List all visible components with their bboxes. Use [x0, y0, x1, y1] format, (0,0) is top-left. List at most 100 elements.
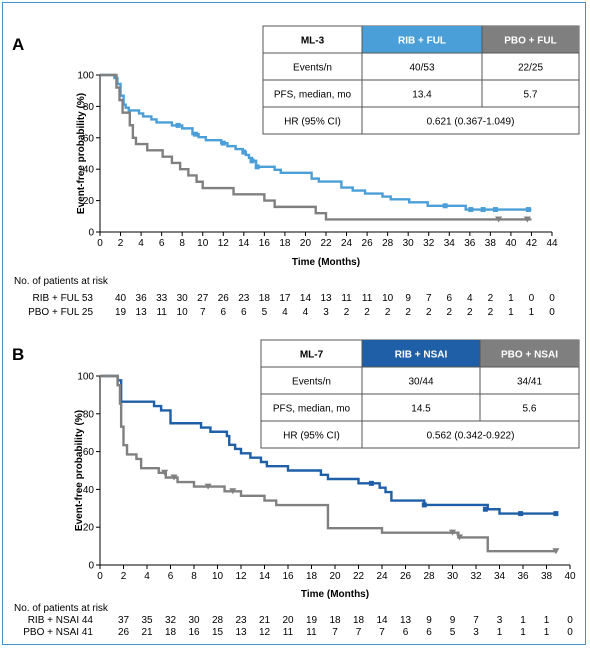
risk-row-label: PBO + FUL 25 [28, 307, 93, 318]
x-tick-label: 0 [97, 238, 103, 249]
risk-value: 1 [520, 615, 526, 626]
risk-value: 4 [467, 293, 473, 304]
x-tick-label: 26 [400, 571, 412, 582]
censor-mark [241, 149, 247, 155]
risk-value: 9 [405, 293, 411, 304]
x-tick-label: 2 [121, 571, 127, 582]
risk-value: 7 [200, 307, 206, 318]
risk-value: 18 [259, 293, 271, 304]
risk-value: 27 [197, 293, 209, 304]
risk-value: 28 [212, 615, 224, 626]
x-tick-label: 22 [320, 238, 332, 249]
table-cell-rib: 30/44 [408, 377, 433, 388]
censor-mark [442, 203, 448, 209]
x-tick-label: 6 [168, 571, 174, 582]
risk-value: 36 [136, 293, 148, 304]
x-tick-label: 24 [376, 571, 388, 582]
risk-value: 18 [165, 627, 177, 638]
risk-value: 10 [382, 293, 394, 304]
table-cell-pbo: 34/41 [517, 377, 542, 388]
table-row-label: Events/n [293, 63, 332, 74]
risk-value: 1 [508, 293, 514, 304]
risk-value: 5 [450, 627, 456, 638]
table-row-label: PFS, median, mo [273, 404, 351, 415]
risk-value: 6 [446, 293, 452, 304]
risk-value: 13 [235, 627, 247, 638]
x-tick-label: 38 [541, 571, 553, 582]
censor-mark [525, 207, 531, 213]
risk-value: 2 [405, 307, 411, 318]
x-tick-label: 36 [464, 238, 476, 249]
risk-value: 15 [212, 627, 224, 638]
risk-value: 5 [262, 307, 268, 318]
y-tick-label: 40 [83, 485, 95, 496]
risk-value: 11 [306, 627, 317, 638]
risk-value: 30 [188, 615, 200, 626]
y-tick-label: 0 [88, 561, 94, 572]
risk-value: 9 [450, 615, 456, 626]
x-tick-label: 4 [144, 571, 150, 582]
risk-value: 2 [467, 307, 473, 318]
x-tick-label: 42 [526, 238, 538, 249]
censor-mark [161, 469, 169, 476]
risk-value: 18 [353, 615, 365, 626]
x-tick-label: 26 [362, 238, 374, 249]
y-tick-label: 0 [88, 228, 94, 239]
risk-value: 6 [426, 627, 432, 638]
table-header-pbo [482, 26, 579, 53]
x-tick-label: 8 [179, 238, 185, 249]
x-tick-label: 12 [235, 571, 247, 582]
risk-value: 4 [282, 307, 288, 318]
x-tick-label: 12 [218, 238, 230, 249]
x-tick-label: 2 [118, 238, 124, 249]
risk-value: 21 [141, 627, 153, 638]
y-tick-label: 60 [83, 133, 95, 144]
risk-value: 2 [446, 307, 452, 318]
risk-row-label: RIB + FUL 53 [33, 293, 94, 304]
risk-value: 2 [488, 293, 494, 304]
risk-value: 13 [400, 615, 412, 626]
y-tick-label: 60 [83, 447, 95, 458]
censor-mark [482, 506, 488, 512]
x-tick-label: 32 [423, 238, 435, 249]
x-tick-label: 24 [341, 238, 353, 249]
panel-label: B [12, 345, 24, 364]
table-header-pbo-label: PBO + FUL [504, 36, 557, 47]
risk-value: 7 [332, 627, 338, 638]
risk-value: 0 [567, 615, 573, 626]
censor-mark [204, 483, 212, 490]
risk-value: 19 [115, 307, 127, 318]
x-tick-label: 36 [517, 571, 529, 582]
x-tick-label: 30 [403, 238, 415, 249]
table-header-rib [362, 340, 480, 367]
censor-mark [368, 480, 374, 486]
x-tick-label: 20 [329, 571, 341, 582]
censor-mark [220, 140, 226, 146]
x-tick-label: 38 [485, 238, 497, 249]
x-tick-label: 28 [382, 238, 394, 249]
risk-value: 6 [241, 307, 247, 318]
risk-value: 7 [356, 627, 362, 638]
x-tick-label: 30 [447, 571, 459, 582]
risk-table-title: No. of patients at risk [14, 603, 109, 614]
risk-value: 1 [529, 307, 535, 318]
y-tick-label: 100 [77, 71, 94, 82]
censor-mark [421, 502, 427, 508]
censor-mark [495, 216, 503, 223]
risk-value: 32 [165, 615, 177, 626]
risk-value: 19 [306, 615, 318, 626]
censor-mark [480, 207, 486, 213]
table-hr-value: 0.621 (0.367-1.049) [427, 117, 515, 128]
censor-mark [493, 207, 498, 213]
risk-value: 10 [177, 307, 189, 318]
risk-value: 11 [362, 293, 373, 304]
risk-value: 2 [385, 307, 391, 318]
x-tick-label: 44 [546, 238, 558, 249]
risk-value: 2 [488, 307, 494, 318]
risk-value: 6 [220, 307, 226, 318]
table-header-rib [362, 26, 482, 53]
censor-mark [552, 548, 560, 555]
censor-mark [553, 511, 559, 517]
x-tick-label: 8 [191, 571, 197, 582]
risk-value: 26 [218, 293, 230, 304]
